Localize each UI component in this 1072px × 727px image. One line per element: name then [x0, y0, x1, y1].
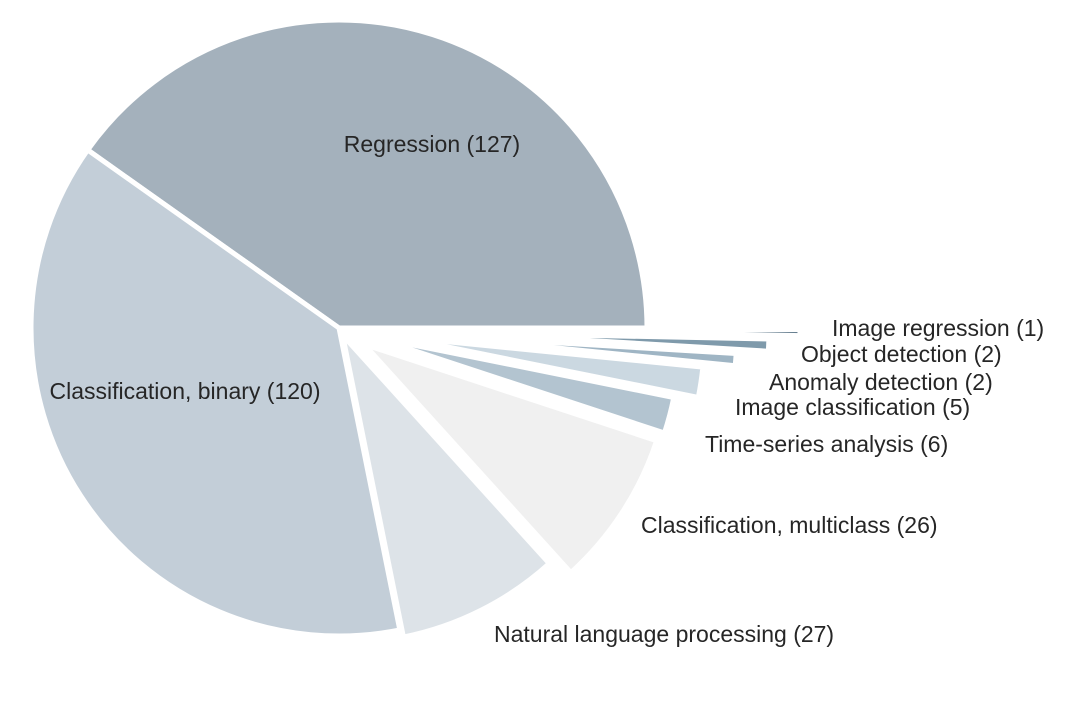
- pie-slice-time-series-analysis: [369, 334, 677, 436]
- pie-slice-classification-multiclass: [361, 341, 660, 576]
- pie-slices: [28, 17, 803, 640]
- slice-label: Object detection (2): [801, 341, 1002, 367]
- pie-labels: Regression (127) Classification, binary (…: [49, 131, 1044, 647]
- slice-label: Anomaly detection (2): [769, 369, 993, 395]
- slice-label: Image regression (1): [832, 315, 1044, 341]
- pie-slice-classification-binary: [28, 147, 403, 639]
- slice-label: Classification, multiclass (26): [641, 512, 938, 538]
- slice-label: Natural language processing (27): [494, 621, 834, 647]
- slice-label: Regression (127): [344, 131, 520, 157]
- slice-label: Image classification (5): [735, 394, 970, 420]
- pie-slice-object-detection: [458, 330, 772, 354]
- pie-slice-anomaly-detection: [426, 332, 739, 369]
- slice-label: Classification, binary (120): [49, 378, 320, 404]
- slice-label: Time-series analysis (6): [705, 431, 948, 457]
- pie-slice-image-classification: [393, 334, 706, 400]
- pie-slice-natural-language-processing: [340, 332, 552, 640]
- pie-slice-regression: [85, 17, 650, 331]
- pie-slice-image-regression: [489, 327, 803, 339]
